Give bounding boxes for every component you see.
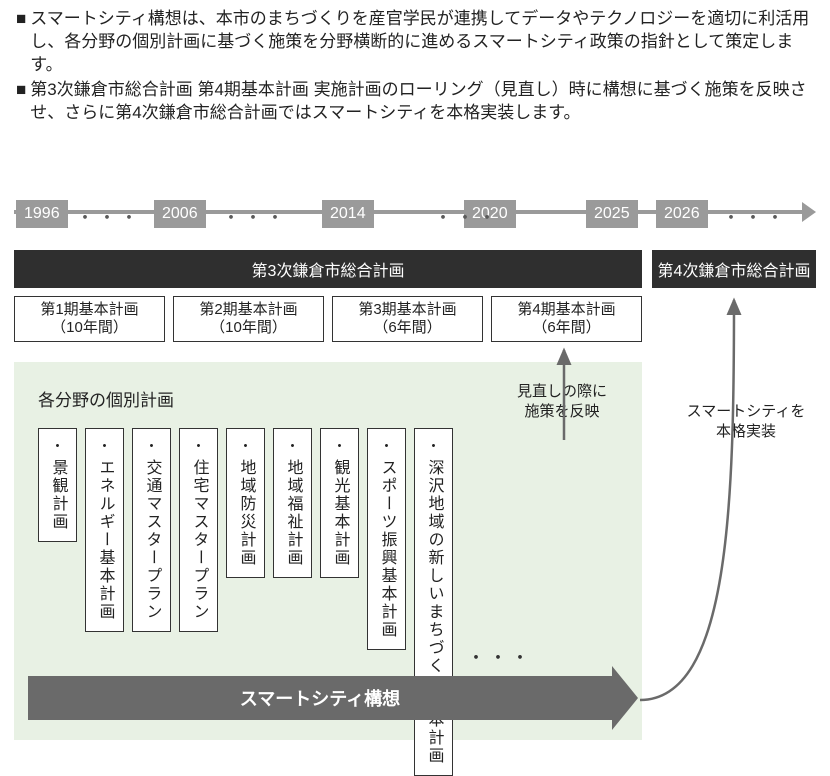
phase-name: 第2期基本計画 [199, 301, 297, 319]
vertical-plan: ・地域防災計画 [226, 428, 265, 578]
vertical-plan: ・住宅マスタープラン [179, 428, 218, 632]
timeline-dots: ・・・ [434, 204, 500, 230]
dot-icon: ・ [380, 439, 394, 453]
phase-duration: （10年間） [210, 319, 287, 337]
vertical-plan-label: 地域防災計画 [234, 459, 258, 567]
plan4-bar: 第4次鎌倉市総合計画 [652, 250, 816, 288]
bullet-item: ■ 第3次鎌倉市総合計画 第4期基本計画 実施計画のローリング（見直し）時に構想… [16, 79, 814, 125]
dot-icon: ・ [286, 439, 300, 453]
smart-city-arrow: スマートシティ構想 [28, 676, 612, 720]
phase-box: 第3期基本計画（6年間） [332, 296, 483, 342]
bullet-item: ■ スマートシティ構想は、本市のまちづくりを産官学民が連携してデータやテクノロジ… [16, 8, 814, 77]
vertical-plan: ・スポーツ振興基本計画 [367, 428, 406, 650]
vertical-plan: ・エネルギー基本計画 [85, 428, 124, 632]
vertical-plan-label: 住宅マスタープラン [187, 459, 211, 621]
timeline-dots: ・・・ [222, 204, 288, 230]
smart-city-label: スマートシティ構想 [240, 685, 400, 711]
bullet-text: スマートシティ構想は、本市のまちづくりを産官学民が連携してデータやテクノロジーを… [30, 8, 814, 77]
vertical-plan: ・深沢地域の新しいまちづくり基本計画 [414, 428, 453, 776]
year-box: 2026 [656, 200, 708, 228]
timeline-dots: ・・・ [722, 204, 788, 230]
dot-icon: ・ [239, 439, 253, 453]
vertical-plan: ・景観計画 [38, 428, 77, 542]
phase-box: 第4期基本計画（6年間） [491, 296, 642, 342]
vertical-plan: ・観光基本計画 [320, 428, 359, 578]
vertical-plan-columns: ・景観計画・エネルギー基本計画・交通マスタープラン・住宅マスタープラン・地域防災… [38, 428, 539, 776]
phase-name: 第3期基本計画 [358, 301, 456, 319]
bullet-text: 第3次鎌倉市総合計画 第4期基本計画 実施計画のローリング（見直し）時に構想に基… [30, 79, 814, 125]
panel-title: 各分野の個別計画 [38, 386, 174, 411]
year-box: 2006 [154, 200, 206, 228]
year-box: 1996 [16, 200, 68, 228]
year-box: 2025 [586, 200, 638, 228]
phase-row: 第1期基本計画（10年間）第2期基本計画（10年間）第3期基本計画（6年間）第4… [14, 296, 642, 342]
phase-duration: （6年間） [532, 319, 600, 337]
square-bullet-icon: ■ [16, 8, 26, 77]
phase-duration: （6年間） [373, 319, 441, 337]
plan4-label: 第4次鎌倉市総合計画 [658, 257, 811, 281]
dot-icon: ・ [427, 439, 441, 453]
vertical-plan-label: スポーツ振興基本計画 [375, 459, 399, 639]
note-implement: スマートシティを本格実装 [676, 402, 816, 441]
phase-name: 第1期基本計画 [40, 301, 138, 319]
vertical-plan-label: エネルギー基本計画 [93, 459, 117, 621]
vertical-plan-label: 交通マスタープラン [140, 459, 164, 621]
dot-icon: ・ [51, 439, 65, 453]
ellipsis: ・・・ [461, 644, 539, 670]
phase-duration: （10年間） [51, 319, 128, 337]
vertical-plan-label: 観光基本計画 [328, 459, 352, 567]
year-box: 2014 [322, 200, 374, 228]
phase-box: 第2期基本計画（10年間） [173, 296, 324, 342]
vertical-plan-label: 景観計画 [46, 459, 70, 531]
phase-box: 第1期基本計画（10年間） [14, 296, 165, 342]
timeline-dots: ・・・ [76, 204, 142, 230]
dot-icon: ・ [192, 439, 206, 453]
note-reflect: 見直しの際に施策を反映 [492, 382, 632, 421]
dot-icon: ・ [145, 439, 159, 453]
phase-name: 第4期基本計画 [517, 301, 615, 319]
bullet-list: ■ スマートシティ構想は、本市のまちづくりを産官学民が連携してデータやテクノロジ… [0, 0, 830, 125]
dot-icon: ・ [98, 439, 112, 453]
square-bullet-icon: ■ [16, 79, 26, 125]
dot-icon: ・ [333, 439, 347, 453]
vertical-plan-label: 地域福祉計画 [281, 459, 305, 567]
timeline: 199620062014202020252026・・・・・・・・・・・・ [14, 196, 816, 240]
plan3-label: 第3次鎌倉市総合計画 [252, 257, 405, 281]
vertical-plan: ・交通マスタープラン [132, 428, 171, 632]
plan3-bar: 第3次鎌倉市総合計画 [14, 250, 642, 288]
vertical-plan: ・地域福祉計画 [273, 428, 312, 578]
